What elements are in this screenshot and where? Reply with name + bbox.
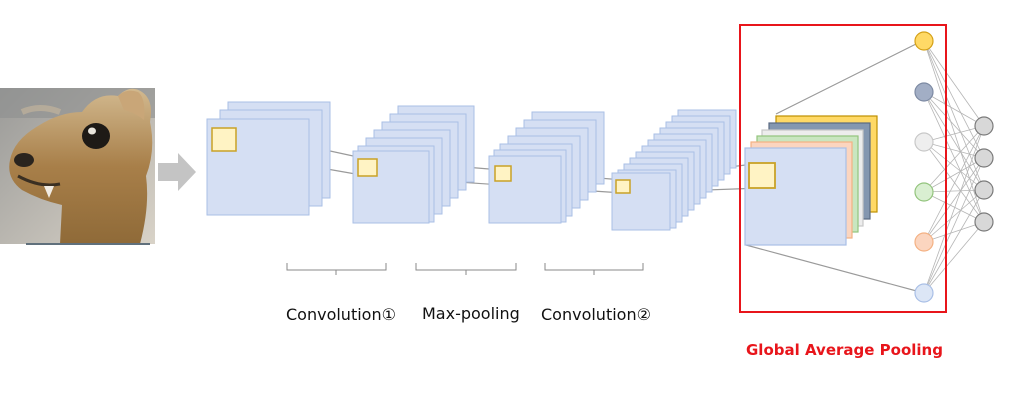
deep-kernel	[615, 179, 631, 194]
maxpool-feature-maps	[352, 105, 475, 224]
conv1-bracket	[286, 263, 387, 275]
fc-connection	[923, 91, 985, 223]
fc-connection	[923, 40, 985, 159]
fc-connection	[923, 157, 985, 193]
conv1-kernel	[211, 127, 237, 152]
output-node	[974, 180, 994, 200]
fc-connection	[923, 221, 985, 243]
fc-connection	[923, 91, 985, 191]
maxpool-kernel	[357, 158, 378, 177]
gap-kernel	[748, 162, 776, 189]
fc-connection	[923, 91, 985, 127]
fc-connection	[923, 141, 985, 223]
conv1-feature-maps	[206, 101, 331, 216]
fc-connection	[923, 157, 985, 294]
maxpool-bracket	[415, 263, 517, 275]
maxpool-label: Max-pooling	[422, 304, 520, 323]
animal-head	[9, 88, 153, 244]
animal-eye	[82, 123, 110, 149]
conv2-label: Convolution②	[541, 305, 651, 324]
fc-connection	[923, 189, 985, 193]
fc-connection	[923, 125, 985, 294]
fc-connection	[923, 91, 985, 159]
fc-connection	[923, 191, 985, 223]
gap-node	[914, 82, 934, 102]
gap-node	[914, 182, 934, 202]
deep-feature-maps	[611, 109, 737, 231]
input-image	[0, 88, 155, 245]
gap-node	[914, 232, 934, 252]
fc-connection	[923, 221, 985, 294]
gap-node	[914, 31, 934, 51]
gap-nodes	[914, 31, 934, 303]
conv2-bracket	[544, 263, 644, 275]
fc-connection	[923, 125, 985, 143]
output-nodes	[974, 116, 994, 232]
fc-connection	[923, 40, 985, 127]
conv1-label: Convolution①	[286, 305, 396, 324]
fc-connection	[923, 157, 985, 243]
fc-connection	[923, 40, 985, 191]
fc-connection	[923, 125, 985, 243]
conv2-kernel	[494, 165, 512, 182]
fully-connected-lines	[923, 40, 985, 294]
output-node	[974, 212, 994, 232]
output-node	[974, 116, 994, 136]
fc-connection	[923, 141, 985, 191]
right-arrow-icon	[158, 153, 196, 191]
fc-connection	[923, 141, 985, 159]
gap-node	[914, 283, 934, 303]
fc-connection	[923, 189, 985, 243]
fc-connection	[923, 40, 985, 223]
fc-connection	[923, 125, 985, 193]
gap-title: Global Average Pooling	[746, 341, 943, 359]
output-node	[974, 148, 994, 168]
gap-highlight-box	[739, 24, 947, 313]
fc-connection	[923, 189, 985, 294]
conv2-feature-maps	[488, 111, 605, 224]
gap-node	[914, 132, 934, 152]
